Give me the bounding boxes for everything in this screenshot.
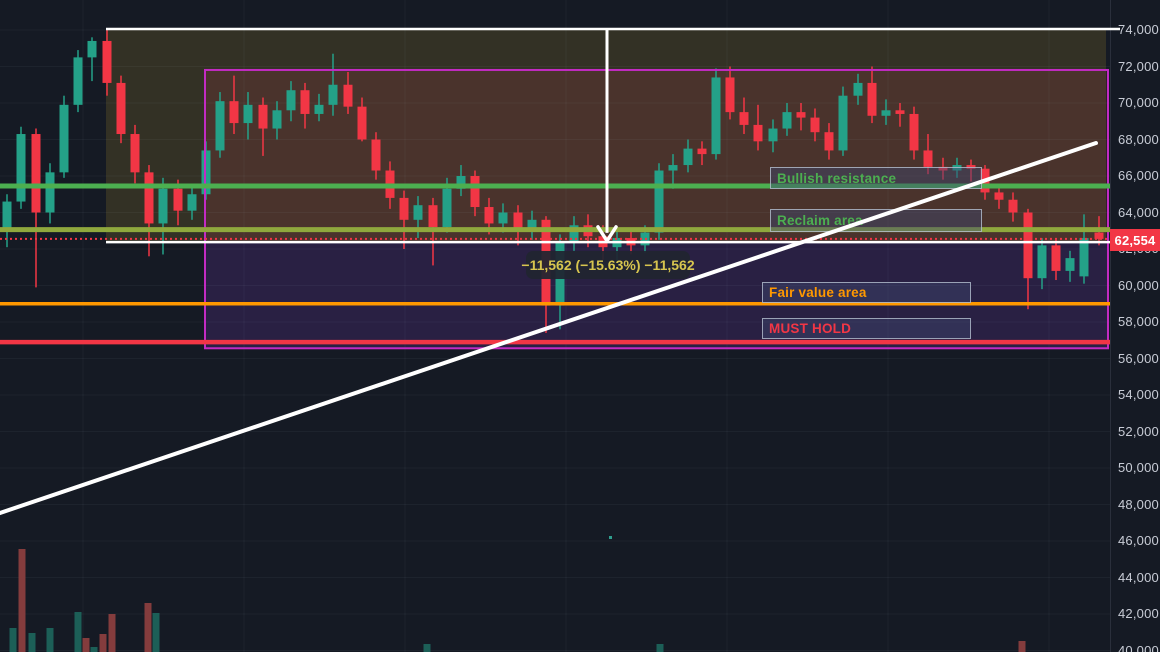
price-tick-label: 60,000 bbox=[1118, 277, 1159, 293]
zone-label-fair-value-area[interactable]: Fair value area bbox=[762, 282, 971, 303]
price-tick-label: 72,000 bbox=[1118, 58, 1159, 74]
zone-label-text: MUST HOLD bbox=[769, 321, 852, 336]
zone-label-text: Fair value area bbox=[769, 285, 867, 300]
price-tick-label: 48,000 bbox=[1118, 496, 1159, 512]
price-tick-label: 70,000 bbox=[1118, 95, 1159, 110]
price-tick-label: 74,000 bbox=[1118, 22, 1159, 37]
price-axis[interactable]: 74,00072,00070,00068,00066,00064,00062,0… bbox=[1110, 0, 1160, 652]
price-tick-label: 40,000 bbox=[1118, 642, 1159, 652]
zone-label-text: Bullish resistance bbox=[777, 170, 897, 186]
price-tick-label: 54,000 bbox=[1118, 387, 1159, 402]
price-tick-label: 66,000 bbox=[1118, 168, 1159, 183]
price-tick-label: 44,000 bbox=[1118, 569, 1159, 585]
price-tick-label: 52,000 bbox=[1118, 423, 1159, 439]
zone-label-must-hold[interactable]: MUST HOLD bbox=[762, 318, 971, 339]
price-tick-label: 42,000 bbox=[1118, 606, 1159, 621]
volume-layer bbox=[9, 549, 1026, 652]
price-tick-label: 56,000 bbox=[1118, 350, 1159, 366]
zone-label-text: Reclaim area bbox=[777, 213, 863, 228]
price-tick-label: 58,000 bbox=[1118, 314, 1159, 329]
measurement-tooltip-text: −11,562 (−15.63%) −11,562 bbox=[521, 257, 695, 273]
measurement-tooltip: −11,562 (−15.63%) −11,562 bbox=[521, 251, 695, 279]
zone-label-reclaim-area[interactable]: Reclaim area bbox=[770, 209, 982, 232]
price-tick-label: 46,000 bbox=[1118, 533, 1159, 548]
price-tick-label: 68,000 bbox=[1118, 131, 1159, 147]
price-tick-label: 64,000 bbox=[1118, 204, 1159, 220]
current-price-badge: 62,554 bbox=[1110, 229, 1160, 251]
price-tick-label: 50,000 bbox=[1118, 460, 1159, 475]
zone-label-bullish-resistance[interactable]: Bullish resistance bbox=[770, 167, 982, 189]
